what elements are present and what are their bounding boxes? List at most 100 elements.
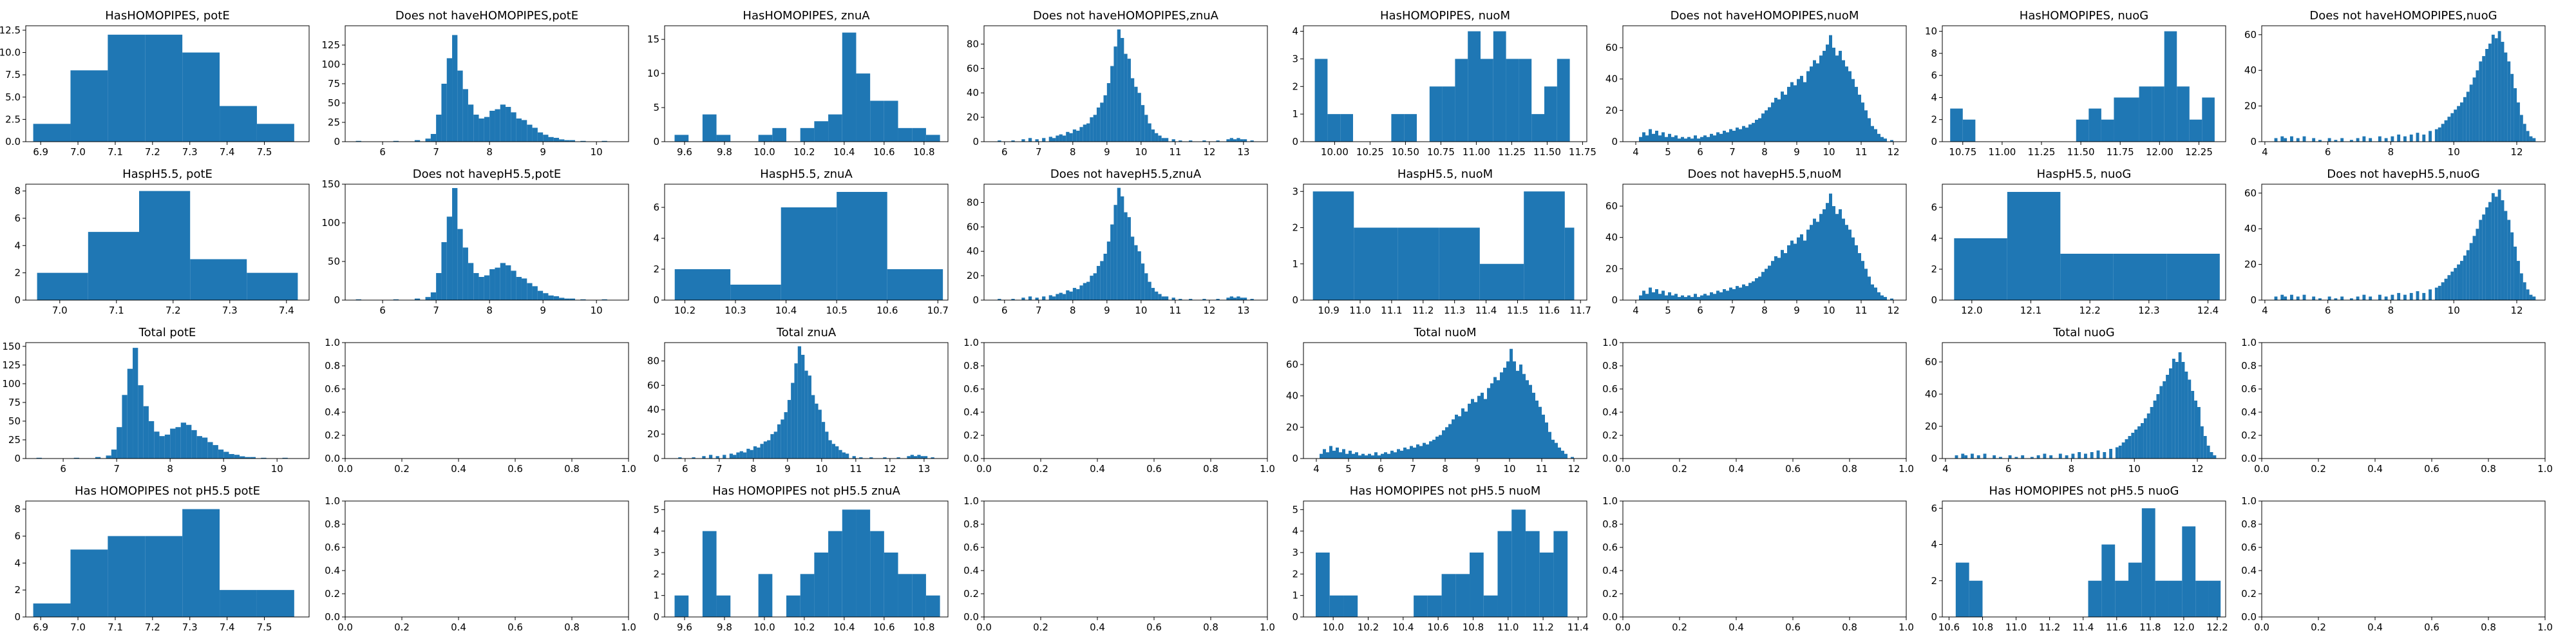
histogram-bar [2141, 423, 2144, 459]
subplot-25: 6.9 7.0 7.1 7.2 7.3 7.4 7.5 0 2 4 6 8 Has HOMOPIPES … [14, 484, 310, 633]
histogram-bar [931, 457, 934, 459]
x-tick-label: 0.6 [2424, 463, 2439, 475]
x-tick-label: 8 [1442, 463, 1448, 475]
histogram-bar [2523, 124, 2526, 142]
histogram-bar [2101, 119, 2114, 142]
histogram-bar [767, 440, 771, 459]
histogram-bar [716, 135, 731, 142]
histogram-bar [1999, 457, 2002, 459]
axes-frame [2261, 184, 2546, 301]
histogram-bar [1397, 227, 1439, 300]
histogram-bar [553, 296, 560, 300]
histogram-bar [2076, 119, 2089, 142]
y-tick-label: 10 [647, 68, 659, 79]
histogram-bar [521, 120, 527, 142]
histogram-bar [2441, 124, 2445, 142]
histogram-bar [1336, 447, 1339, 459]
histogram-bar [1816, 63, 1819, 142]
histogram-bar [1327, 114, 1341, 142]
x-tick-label: 11.00 [1463, 146, 1490, 158]
histogram-bar [791, 383, 795, 459]
histogram-bar [2479, 220, 2483, 300]
histogram-bar [1052, 138, 1056, 142]
x-tick-label: 0.6 [1785, 463, 1801, 475]
histogram-bar [1655, 289, 1658, 300]
histogram-bar [1864, 110, 1868, 142]
histogram-bar [564, 140, 570, 142]
histogram-bar [828, 440, 832, 459]
x-tick-label: 12.2 [2079, 305, 2100, 316]
y-tick-label: 4 [14, 557, 21, 569]
axes-frame [1942, 184, 2226, 301]
histogram-bar [1361, 453, 1365, 459]
subplot-title: Total nuoG [2052, 326, 2115, 339]
x-tick-label: 10.8 [1972, 621, 1993, 633]
subplot-27: 9.6 9.8 10.0 10.2 10.4 10.6 10.8 0 1 2 3 4 5 Has HOMO… [653, 484, 949, 633]
axes-frame [25, 342, 310, 459]
histogram-bar [923, 456, 928, 459]
histogram-bar [2096, 450, 2100, 459]
histogram-bar [1755, 278, 1758, 300]
x-tick-label: 1.0 [621, 621, 636, 633]
histogram-bar [1564, 453, 1567, 459]
x-tick-label: 6 [682, 463, 688, 475]
subplot-4: 6 7 8 9 10 11 12 13 0 20 40 60 80 Does not haveHOMOPI… [967, 9, 1268, 158]
histogram-bar [2514, 88, 2517, 142]
histogram-bar [1707, 295, 1710, 300]
y-tick-label: 0 [1611, 294, 1618, 306]
histogram-bar [2434, 129, 2438, 142]
histogram-bar [1048, 295, 1053, 300]
y-tick-label: 20 [1925, 421, 1937, 432]
x-tick-label: 11.8 [2139, 621, 2161, 633]
x-tick-label: 11.7 [1570, 305, 1591, 316]
histogram-bar [1332, 450, 1336, 459]
histogram-bar [1955, 455, 1958, 459]
subplot-title: HasHOMOPIPES, potE [105, 9, 229, 23]
histogram-bar [1374, 452, 1378, 459]
histogram-bar [2482, 56, 2486, 142]
histogram-bar [1103, 254, 1107, 300]
x-tick-label: 7 [433, 146, 439, 158]
histogram-bar [2384, 296, 2388, 300]
subplot-3: 9.6 9.8 10.0 10.2 10.4 10.6 10.8 0 5 10 15 HasHOMOP… [647, 9, 949, 158]
y-tick-label: 0.0 [325, 453, 340, 464]
y-tick-label: 0.0 [1602, 453, 1618, 464]
x-tick-label: 7.3 [182, 621, 198, 633]
histogram-bar [2101, 544, 2116, 617]
histogram-bar [2195, 580, 2209, 617]
x-tick-label: 10.0 [1322, 621, 1343, 633]
histogram-bar [2334, 298, 2338, 300]
histogram-bar [1452, 419, 1455, 459]
x-tick-label: 4 [2262, 305, 2268, 316]
histogram-bar [1971, 453, 1974, 459]
subplot-title: Does not haveHOMOPIPES,znuA [1033, 9, 1219, 23]
histogram-bar [763, 441, 768, 459]
histogram-bar [801, 354, 805, 459]
x-tick-label: 10 [591, 305, 603, 316]
axes-frame [664, 342, 949, 459]
x-tick-label: 7.2 [145, 621, 160, 633]
histogram-bar [2472, 236, 2476, 300]
x-tick-label: 0.4 [2367, 621, 2383, 633]
y-tick-label: 25 [8, 434, 21, 446]
histogram-bar [1011, 140, 1015, 142]
y-tick-label: 1.0 [1602, 337, 1618, 348]
histogram-bar [1761, 272, 1765, 300]
x-tick-label: 7.1 [108, 621, 123, 633]
histogram-bar [2274, 296, 2278, 300]
histogram-bar [2202, 97, 2215, 142]
histogram-bar [1871, 126, 1874, 142]
histogram-bar [1884, 138, 1887, 142]
histogram-bar [1777, 99, 1781, 142]
histogram-bar [1100, 261, 1104, 300]
subplot-title: HaspH5.5, nuoM [1397, 167, 1493, 181]
axes-frame [983, 184, 1268, 301]
x-tick-label: 10.75 [1427, 146, 1455, 158]
histogram-bar [489, 111, 495, 142]
x-tick-label: 12 [884, 463, 896, 475]
histogram-bar [842, 32, 857, 142]
histogram-bar [1852, 237, 1855, 300]
x-tick-label: 10.6 [873, 621, 895, 633]
histogram-bar [2302, 136, 2306, 142]
histogram-bar [1062, 135, 1066, 142]
